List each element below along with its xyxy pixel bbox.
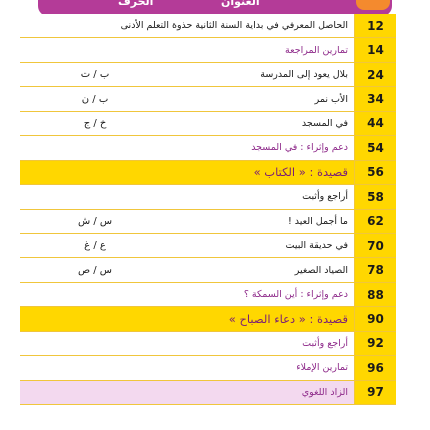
letters-cell	[60, 381, 130, 404]
header-tab	[356, 0, 390, 10]
table-row: س / ص الصياد الصغير 78	[20, 258, 396, 283]
table-row: الزاد اللغوي 97	[20, 380, 396, 405]
page-number: 44	[354, 111, 396, 136]
page-number: 97	[354, 380, 396, 404]
title-cell: قصيدة : « الكتاب »	[253, 165, 348, 180]
title-cell: دعم وإثراء : أين السمكة ؟	[243, 289, 348, 301]
title-cell: الزاد اللغوي	[301, 386, 348, 398]
letters-cell: خ / ج	[83, 117, 107, 129]
table-row: ب / ن الأب نمر 34	[20, 87, 396, 112]
page-number: 92	[354, 331, 396, 356]
table-row: أراجع وأثبت 58	[20, 185, 396, 210]
contents-table: الحاصل المعرفي في بداية السنة الثانية حذ…	[20, 14, 396, 405]
table-row: الحاصل المعرفي في بداية السنة الثانية حذ…	[20, 14, 396, 39]
letters-cell	[60, 307, 130, 330]
table-row: ب / ت بلال يعود إلى المدرسة 24	[20, 62, 396, 88]
table-row: قصيدة : « دعاء الصباح » 90	[20, 307, 396, 332]
title-cell: قصيدة : « دعاء الصباح »	[228, 311, 348, 326]
page-number: 54	[354, 136, 396, 160]
letters-cell: ع / غ	[84, 240, 106, 252]
table-row: خ / ج في المسجد 44	[20, 111, 396, 137]
page-number: 58	[354, 185, 396, 209]
title-cell: أراجع وأثبت	[302, 191, 348, 203]
letters-cell	[60, 283, 130, 306]
title-cell: أراجع وأثبت	[302, 337, 348, 349]
table-row: س / ش ما أجمل العيد ! 62	[20, 209, 396, 234]
letters-cell: ب / ن	[81, 93, 109, 105]
title-cell: دعم وإثراء : في المسجد	[251, 142, 348, 154]
page-number: 88	[354, 282, 396, 307]
page-number: 78	[354, 258, 396, 282]
table-row: أراجع وأثبت 92	[20, 331, 396, 357]
title-cell: الحاصل المعرفي في بداية السنة الثانية حذ…	[120, 20, 348, 32]
letters-cell	[60, 332, 130, 355]
table-row: ع / غ في حديقة البيت 70	[20, 233, 396, 259]
title-cell: تمارين المراجعة	[285, 44, 348, 56]
table-row: تمارين المراجعة 14	[20, 38, 396, 63]
letter-column-header: الحرف	[118, 0, 154, 8]
letters-cell: ب / ت	[80, 69, 110, 81]
page-number: 56	[354, 160, 396, 185]
title-cell: في حديقة البيت	[285, 240, 349, 252]
title-column-header: العنوان	[221, 0, 260, 8]
letters-cell	[60, 38, 130, 61]
letters-cell: س / ص	[77, 264, 113, 276]
letters-cell: س / ش	[77, 215, 113, 227]
table-header: الحرف العنوان	[38, 0, 392, 16]
letters-cell	[60, 14, 130, 37]
letters-cell	[60, 185, 130, 208]
title-cell: الصياد الصغير	[294, 264, 348, 276]
title-cell: تمارين الإملاء	[296, 362, 348, 374]
title-cell: في المسجد	[301, 117, 348, 129]
table-row: قصيدة : « الكتاب » 56	[20, 160, 396, 186]
page-number: 90	[354, 307, 396, 331]
title-cell: بلال يعود إلى المدرسة	[260, 69, 348, 81]
page-number: 70	[354, 233, 396, 258]
page-number: 14	[354, 38, 396, 62]
table-row: دعم وإثراء : أين السمكة ؟ 88	[20, 282, 396, 308]
table-row: دعم وإثراء : في المسجد 54	[20, 136, 396, 161]
title-cell: الأب نمر	[314, 93, 348, 105]
page-number: 24	[354, 62, 396, 87]
letters-cell	[60, 136, 130, 159]
title-cell: ما أجمل العيد !	[287, 215, 348, 227]
page-number: 12	[354, 14, 396, 38]
table-row: تمارين الإملاء 96	[20, 356, 396, 381]
page-number: 96	[354, 356, 396, 380]
letters-cell	[60, 161, 130, 184]
letters-cell	[60, 356, 130, 379]
page-number: 62	[354, 209, 396, 233]
page-number: 34	[354, 87, 396, 111]
